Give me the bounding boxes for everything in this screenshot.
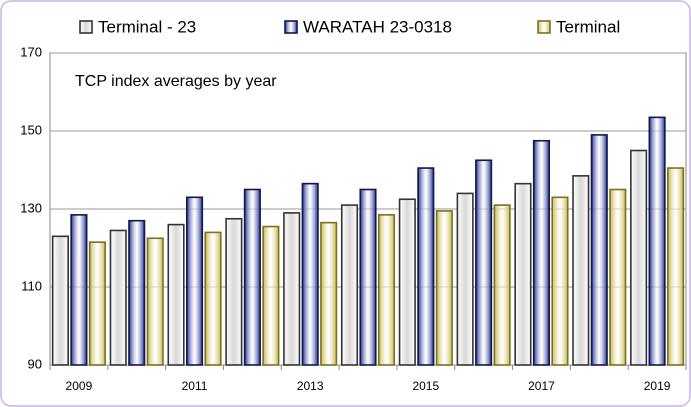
bar [398, 198, 416, 366]
bar [609, 188, 627, 366]
x-tick-label: 2019 [644, 379, 671, 393]
bar [88, 241, 106, 366]
y-tick-label: 150 [20, 122, 42, 137]
bar [667, 167, 685, 366]
bar [320, 221, 338, 366]
bar [167, 223, 185, 366]
legend-swatch [79, 20, 93, 34]
bar [109, 229, 127, 366]
bar [51, 235, 69, 366]
legend-label: Terminal - 23 [98, 17, 196, 36]
bar [146, 237, 164, 366]
bar [204, 231, 222, 366]
bar [493, 204, 511, 366]
bar [435, 210, 453, 366]
x-tick-label: 2013 [297, 379, 324, 393]
bar [572, 175, 590, 366]
bar [70, 214, 88, 366]
bar [551, 196, 569, 366]
bar [417, 167, 435, 366]
bar [532, 139, 551, 366]
bar [283, 212, 301, 366]
bar [456, 192, 474, 366]
bar [243, 188, 261, 366]
bar [359, 188, 377, 366]
x-tick-label: 2011 [182, 379, 208, 393]
legend-swatch [284, 20, 298, 34]
y-tick-label: 170 [20, 44, 42, 59]
bar [475, 159, 493, 366]
bar [262, 225, 280, 366]
y-tick-label: 130 [20, 200, 42, 215]
bar [301, 182, 319, 366]
bar [590, 134, 608, 366]
legend-label: WARATAH 23-0318 [303, 17, 452, 36]
x-tick-label: 2015 [412, 379, 439, 393]
bar [648, 116, 666, 366]
bar [630, 149, 648, 366]
annotation: TCP index averages by year [75, 73, 277, 90]
legend-swatch [537, 20, 551, 34]
x-tick-label: 2009 [66, 379, 93, 393]
bar [514, 182, 532, 366]
bar [225, 217, 243, 366]
x-tick-label: 2017 [528, 379, 555, 393]
legend-label: Terminal [556, 17, 620, 36]
bar [128, 219, 146, 366]
bar [340, 204, 359, 366]
bar [377, 214, 396, 366]
y-tick-label: 90 [28, 356, 42, 371]
y-tick-label: 110 [21, 278, 42, 293]
bar [185, 196, 204, 366]
